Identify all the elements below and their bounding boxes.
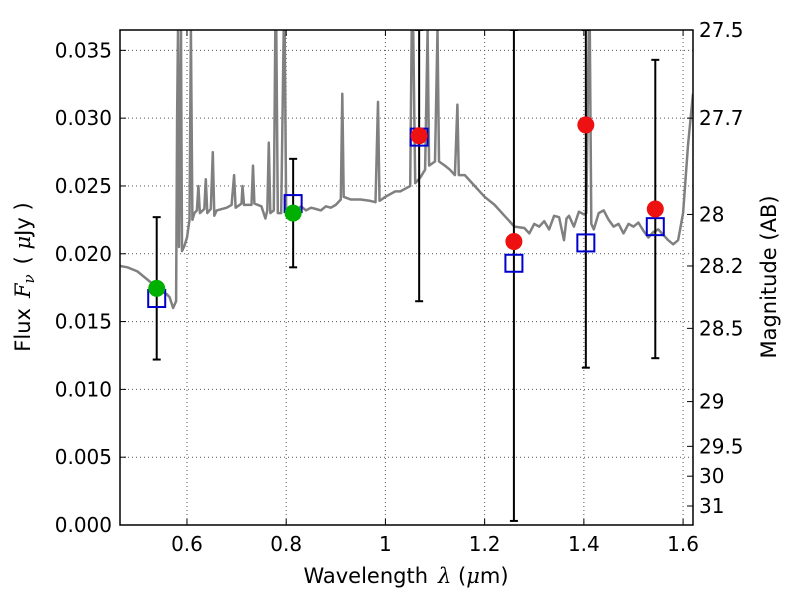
x-tick-label: 1.6 (667, 532, 699, 556)
y-axis-unit-open: ( (11, 249, 35, 264)
y2-axis-ticks: 27.5 27.7 28 28.2 28.5 29 29.5 30 31 (687, 18, 744, 518)
y2-axis-title: Magnitude (AB) (757, 195, 781, 358)
y2-tick-label: 28.2 (699, 254, 744, 278)
y-axis-title: Flux Fν ( μJy ) (11, 202, 38, 351)
y-tick-label: 0.030 (55, 106, 112, 130)
error-bars (152, 30, 660, 522)
x-axis-unit-close: m) (480, 564, 509, 588)
observed-point-green (284, 204, 302, 222)
y-axis-ticks: 0.000 0.005 0.010 0.015 0.020 0.025 0.030 0.035 (55, 38, 126, 537)
x-tick-label: 0.8 (270, 532, 302, 556)
x-axis-symbol: λ (437, 564, 451, 588)
model-band-square (504, 253, 524, 273)
y2-tick-label: 30 (699, 464, 724, 488)
x-tick-label: 0.6 (171, 532, 203, 556)
y2-tick-label: 28 (699, 202, 724, 226)
model-sed-line (120, 30, 693, 310)
y-tick-label: 0.010 (55, 377, 112, 401)
observed-point-red (646, 200, 664, 218)
observed-point-green (148, 279, 166, 297)
x-tick-label: 1.4 (568, 532, 600, 556)
y2-tick-label: 27.5 (699, 18, 744, 42)
observed-point-red (577, 116, 595, 134)
y-tick-label: 0.000 (55, 513, 112, 537)
x-axis-unit-open: ( (451, 564, 466, 588)
y-axis-symbol: F (11, 282, 35, 299)
y-axis-label: Flux (11, 308, 35, 352)
model-sed (120, 30, 693, 310)
y-tick-label: 0.035 (55, 38, 112, 62)
y-tick-label: 0.015 (55, 310, 112, 334)
y-tick-label: 0.005 (55, 445, 112, 469)
x-tick-label: 1 (379, 532, 392, 556)
y2-tick-label: 28.5 (699, 316, 744, 340)
y-axis-subscript: ν (20, 274, 38, 283)
x-axis-unit-mu: μ (466, 564, 480, 588)
model-band-square (645, 217, 665, 237)
y2-tick-label: 29 (699, 390, 724, 414)
model-band-square (576, 233, 596, 253)
observed-points (148, 116, 664, 297)
x-tick-label: 1.2 (469, 532, 501, 556)
y-axis-unit-mu: μ (11, 236, 35, 250)
x-axis-ticks: 0.6 0.8 1 1.2 1.4 1.6 (171, 30, 699, 556)
model-band-squares (147, 127, 665, 309)
plot-frame (119, 29, 694, 526)
y2-tick-label: 27.7 (699, 106, 744, 130)
y-tick-label: 0.025 (55, 174, 112, 198)
y2-tick-label: 29.5 (699, 434, 744, 458)
observed-point-red (410, 127, 428, 145)
y-tick-label: 0.020 (55, 242, 112, 266)
x-axis-label: Wavelength (303, 564, 428, 588)
y2-tick-label: 31 (699, 494, 724, 518)
x-axis-title: Wavelength λ (μm) (303, 564, 508, 588)
y-axis-unit-close: Jy ) (11, 202, 35, 238)
observed-point-red (505, 233, 523, 251)
grid (120, 30, 693, 526)
